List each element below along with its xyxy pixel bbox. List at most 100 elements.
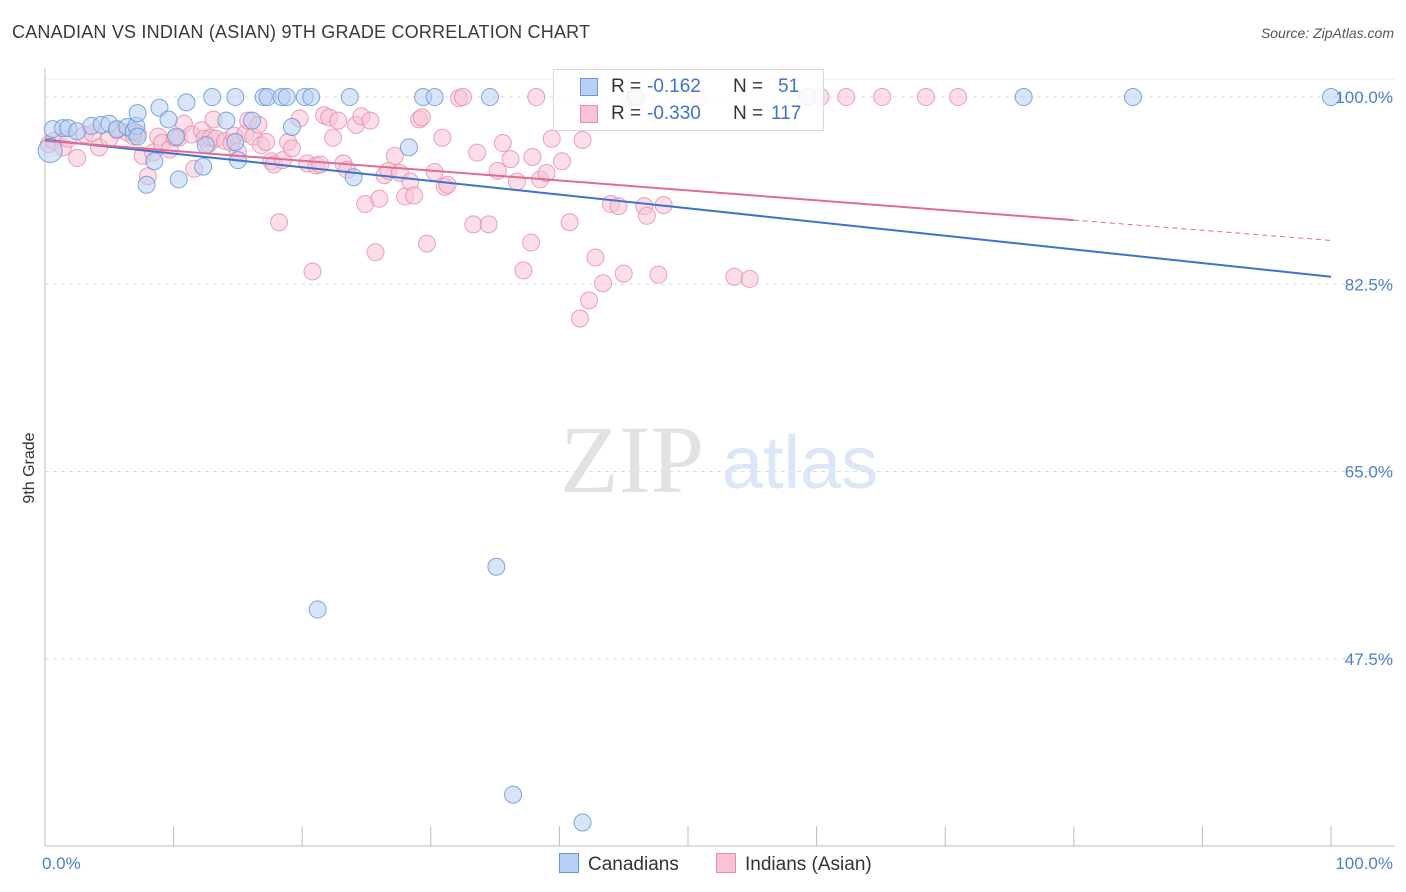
canadians-point <box>37 138 63 164</box>
tick-labels: 100.0% 82.5% 65.0% 47.5% 0.0% 100.0% <box>42 88 1393 873</box>
canadians-point <box>226 88 245 107</box>
trend-lines <box>44 138 1332 278</box>
indians-point <box>282 139 301 158</box>
source-label: Source: ZipAtlas.com <box>1260 25 1394 41</box>
legend-item-canadians: Canadians <box>559 853 679 876</box>
canadians-point <box>194 157 213 176</box>
indians-point <box>270 213 289 232</box>
indians-point <box>464 215 483 234</box>
canadians-point <box>145 152 164 171</box>
canadians-point <box>243 111 262 130</box>
canadians-point <box>308 600 327 619</box>
watermark-zip: ZIP <box>560 406 704 513</box>
legend-swatch-indians <box>580 105 598 123</box>
indians-point <box>873 88 892 107</box>
indians-point <box>537 164 556 183</box>
indians-point <box>405 186 424 205</box>
indians-point <box>560 213 579 232</box>
indians-point <box>453 88 472 107</box>
indians-point <box>837 88 856 107</box>
indians-point <box>493 134 512 153</box>
indians-point <box>527 88 546 107</box>
r-label: R = <box>611 103 642 124</box>
canadians-point <box>137 175 156 194</box>
indians-point <box>740 269 759 288</box>
canadians-point <box>302 88 321 107</box>
canadians-point <box>159 110 178 129</box>
canadians-point <box>487 557 506 576</box>
r-value: -0.162 <box>647 76 701 97</box>
n-value: 51 <box>778 76 800 97</box>
x-tick-label: 100.0% <box>1335 854 1393 873</box>
canadians-point <box>128 104 147 123</box>
indians-point <box>507 172 526 191</box>
canadians-point <box>573 813 592 832</box>
canadians-point <box>169 170 188 189</box>
indians-point <box>586 248 605 267</box>
indians-point <box>303 262 322 281</box>
indians-point <box>68 149 87 168</box>
indians-point <box>614 264 633 283</box>
canadians-point <box>480 88 499 107</box>
canadians-point <box>1014 88 1033 107</box>
indians-point <box>257 132 276 151</box>
gridlines <box>45 78 1395 660</box>
y-tick-label: 65.0% <box>1345 463 1393 482</box>
n-value: 117 <box>771 103 802 124</box>
indians-point <box>361 111 380 130</box>
indians-point <box>522 233 541 252</box>
indians-point <box>542 129 561 148</box>
canadians-point <box>1322 88 1340 107</box>
chart-title: CANADIAN VS INDIAN (ASIAN) 9TH GRADE COR… <box>12 22 591 42</box>
n-label: N = <box>733 76 764 97</box>
legend-swatch-canadians <box>559 853 579 873</box>
indians-point <box>468 143 487 162</box>
indians-point <box>570 309 589 328</box>
indians-point <box>573 130 592 149</box>
y-tick-label: 82.5% <box>1345 275 1393 294</box>
indians-point <box>725 267 744 286</box>
indians-point <box>366 243 385 262</box>
watermark: ZIP atlas <box>560 406 878 513</box>
indians-point <box>433 128 452 147</box>
indians-point <box>370 189 389 208</box>
x-tick-label: 0.0% <box>42 854 81 873</box>
r-label: R = <box>611 76 642 97</box>
indians-point <box>637 206 656 225</box>
canadians-point <box>217 111 236 130</box>
indians-point <box>949 88 968 107</box>
indians-point <box>501 150 520 169</box>
legend-swatch-canadians <box>580 78 598 96</box>
indians-point <box>385 146 404 165</box>
axes <box>44 68 1395 847</box>
canadians-point <box>177 93 196 112</box>
correlation-legend: R = -0.162 N = 51 R = -0.330 N = 117 <box>553 69 824 131</box>
indians-point <box>324 128 343 147</box>
indians-point <box>649 265 668 284</box>
legend-row-canadians: R = -0.162 N = 51 <box>554 74 823 100</box>
indians-point <box>514 261 533 280</box>
canadians-point <box>1123 88 1142 107</box>
legend-label-canadians: Canadians <box>588 854 679 875</box>
canadians-point <box>167 127 186 146</box>
indians-trend-extension <box>1073 219 1332 241</box>
canadians-trend-line <box>44 138 1332 278</box>
indians-point <box>329 111 348 130</box>
y-tick-label: 47.5% <box>1345 650 1393 669</box>
indians-point <box>412 108 431 127</box>
canadians-point <box>277 88 296 107</box>
indians-point <box>523 147 542 166</box>
n-label: N = <box>733 103 764 124</box>
canadians-point <box>282 118 301 137</box>
indians-points <box>39 88 968 328</box>
indians-point <box>594 274 613 293</box>
indians-point <box>916 88 935 107</box>
r-value: -0.330 <box>647 103 701 124</box>
canadians-point <box>203 88 222 107</box>
legend-label-indians: Indians (Asian) <box>745 854 872 875</box>
y-axis-title: 9th Grade <box>21 432 38 503</box>
canadians-point <box>128 127 147 146</box>
indians-trend-line <box>44 139 1074 222</box>
canadians-point <box>425 88 444 107</box>
watermark-atlas: atlas <box>722 421 878 504</box>
